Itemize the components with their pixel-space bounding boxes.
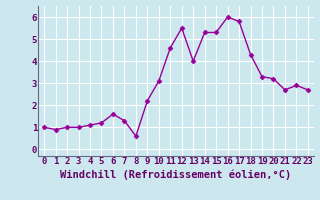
X-axis label: Windchill (Refroidissement éolien,°C): Windchill (Refroidissement éolien,°C) [60,169,292,180]
